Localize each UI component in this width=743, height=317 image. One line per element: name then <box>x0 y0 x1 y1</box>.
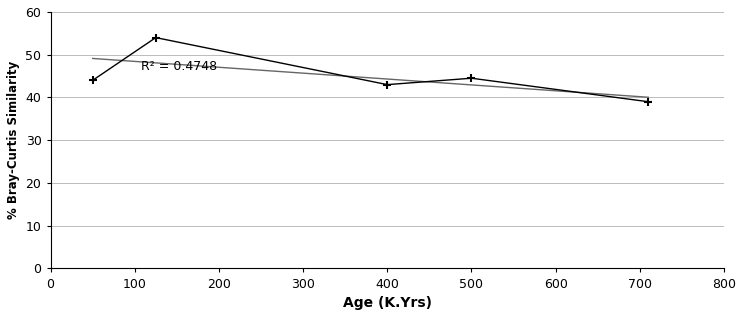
Text: R² = 0.4748: R² = 0.4748 <box>141 60 218 73</box>
X-axis label: Age (K.Yrs): Age (K.Yrs) <box>343 296 432 310</box>
Y-axis label: % Bray-Curtis Similarity: % Bray-Curtis Similarity <box>7 61 20 219</box>
